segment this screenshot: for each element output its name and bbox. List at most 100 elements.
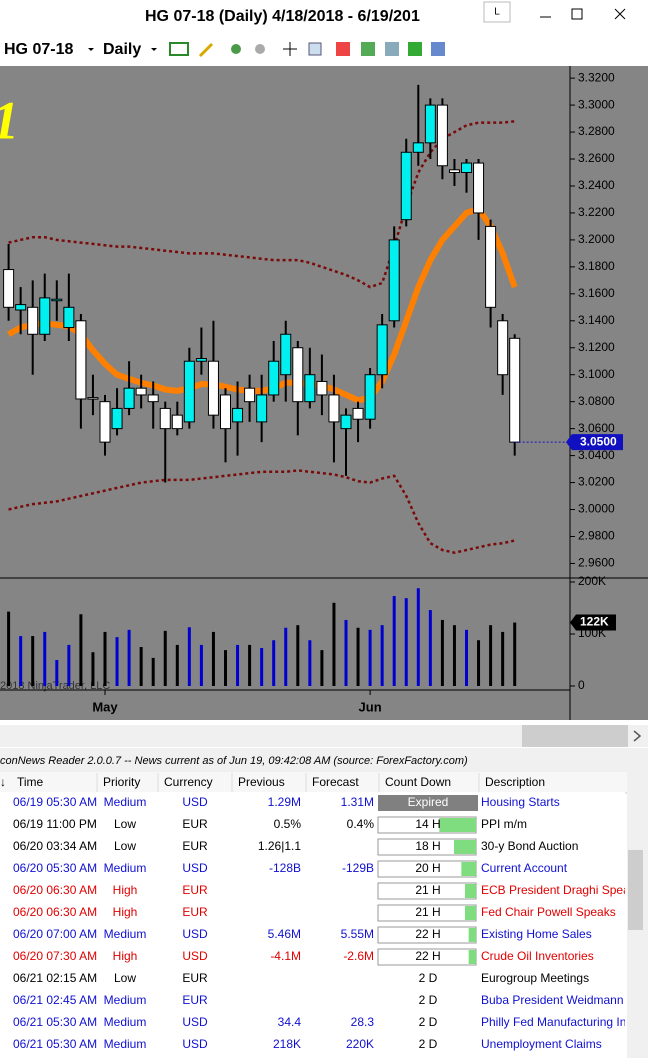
candle-body — [220, 394, 231, 430]
cell-time: 06/20 07:30 AM — [13, 949, 97, 963]
cell-time: 06/21 05:30 AM — [13, 1037, 97, 1051]
candle-body — [159, 407, 171, 430]
candle-body — [412, 142, 424, 153]
scroll-arrow[interactable] — [633, 730, 642, 742]
cell-time: 06/19 11:00 PM — [13, 817, 97, 831]
cell-description: ECB President Draghi Spea... — [481, 883, 640, 897]
cell-priority: Low — [114, 817, 136, 831]
cell-time: 06/20 06:30 AM — [13, 905, 97, 919]
table-row[interactable] — [0, 990, 627, 1012]
icon[interactable] — [198, 42, 214, 58]
icon[interactable] — [408, 42, 422, 56]
volume-bar — [465, 629, 468, 686]
volume-bar — [199, 644, 203, 686]
watermark: 2018 NinjaTrader, LLC — [0, 680, 110, 692]
cell-priority: Low — [114, 971, 136, 985]
cell-time: 06/20 05:30 AM — [13, 861, 97, 875]
cell-priority: Medium — [104, 861, 147, 875]
volume-bar — [296, 625, 300, 686]
cell-description: Current Account — [481, 861, 568, 875]
volume-bar — [260, 648, 264, 686]
scroll-thumb[interactable] — [628, 850, 643, 930]
cell-previous: 1.29M — [268, 795, 301, 809]
annotation: 1 — [0, 90, 19, 150]
candle-body — [448, 169, 460, 173]
candle-body — [316, 380, 328, 396]
countdown-progress — [468, 928, 476, 942]
cell-description: 30-y Bond Auction — [481, 839, 578, 853]
volume-bar — [356, 627, 360, 686]
y-tick-label: 2.9800 — [578, 529, 615, 543]
upper-band — [8, 120, 515, 289]
cell-priority: Low — [114, 839, 136, 853]
scrollbar[interactable] — [0, 725, 648, 747]
candle-body — [183, 360, 195, 423]
cell-description: Philly Fed Manufacturing In... — [481, 1015, 636, 1029]
icon[interactable] — [255, 44, 265, 54]
icon[interactable] — [169, 42, 189, 56]
countdown-progress — [454, 840, 476, 854]
icon[interactable] — [308, 42, 322, 56]
last-price-marker — [566, 434, 623, 451]
volume-bar — [380, 625, 384, 686]
candle-body — [87, 397, 99, 400]
icon[interactable] — [385, 42, 399, 56]
candle-body — [147, 394, 159, 403]
cell-priority: Medium — [104, 1037, 147, 1051]
instrument[interactable]: HG 07-18 — [4, 41, 73, 58]
cell-time: 06/19 05:30 AM — [13, 795, 97, 809]
last-volume-label: 122K — [580, 615, 609, 629]
y-tick-label: 2.9600 — [578, 556, 615, 570]
cell-currency: USD — [182, 1015, 208, 1029]
table-row[interactable] — [0, 1012, 627, 1034]
table-row[interactable] — [0, 1034, 627, 1056]
icon[interactable] — [283, 42, 297, 56]
cell-description: Fed Chair Powell Speaks — [481, 905, 616, 919]
volume-bar — [175, 644, 179, 686]
period[interactable]: Daily — [103, 41, 141, 58]
candle-body — [304, 374, 316, 403]
lower-band — [8, 469, 515, 554]
cell-forecast: 0.4% — [347, 817, 375, 831]
cell-priority: High — [113, 883, 138, 897]
maximize[interactable] — [571, 8, 583, 20]
candle-body — [3, 269, 15, 308]
cell-currency: USD — [182, 927, 208, 941]
icon[interactable] — [431, 42, 445, 56]
cell-currency: EUR — [182, 817, 208, 831]
toolbar-icons — [169, 42, 445, 58]
cell-time: 06/20 07:00 AM — [13, 927, 97, 941]
cell-currency: USD — [182, 861, 208, 875]
y-tick-label: 3.3200 — [578, 70, 615, 84]
cell-description: PPI m/m — [481, 817, 527, 831]
candle-body — [123, 387, 135, 409]
y-tick-label: 3.1200 — [578, 340, 615, 354]
last-volume-marker — [570, 614, 616, 631]
candle-body — [388, 239, 400, 322]
button[interactable] — [483, 1, 511, 23]
volume-bar — [103, 631, 107, 686]
cell-priority: Medium — [104, 927, 147, 941]
dropdown[interactable] — [88, 48, 94, 51]
cell-time: 06/20 03:34 AM — [13, 839, 97, 853]
volume-bar — [151, 657, 155, 686]
icon[interactable] — [231, 44, 241, 54]
scroll-thumb[interactable] — [522, 725, 628, 747]
dropdown[interactable] — [151, 48, 157, 51]
candle-body — [135, 387, 147, 396]
y-tick-label: 3.2600 — [578, 151, 615, 165]
cell-time: 06/21 05:30 AM — [13, 1015, 97, 1029]
y-tick-label: 3.0000 — [578, 502, 615, 516]
cell-previous: 0.5% — [274, 817, 302, 831]
cell-time: 06/21 02:15 AM — [13, 971, 97, 985]
icon[interactable] — [361, 42, 375, 56]
candle-body — [75, 320, 87, 400]
cell-forecast: 1.31M — [341, 795, 374, 809]
table-row[interactable] — [0, 968, 627, 990]
volume-bar — [501, 631, 505, 686]
icon[interactable] — [336, 42, 350, 56]
last-price-label: 3.0500 — [580, 434, 617, 448]
close[interactable] — [614, 8, 626, 20]
